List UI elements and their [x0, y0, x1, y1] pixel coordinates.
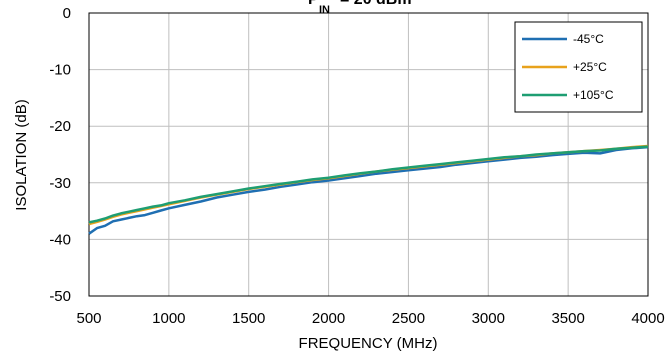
- chart-title-rest: = 20 dBm: [340, 0, 412, 8]
- tick-labels: 500 1000 1500 2000 2500 3000 3500 4000 0 -10 -20 -3…: [49, 5, 664, 327]
- y-tick-label: -20: [49, 118, 71, 135]
- plot-frame: [88, 12, 649, 297]
- series-line-0: [88, 145, 649, 235]
- y-axis-label: ISOLATION (dB): [13, 99, 30, 210]
- y-tick-label: -10: [49, 62, 71, 79]
- legend: -45°C +25°C +105°C: [514, 21, 643, 113]
- x-axis-label: FREQUENCY (MHz): [299, 335, 438, 352]
- series-line-2: [88, 145, 649, 224]
- chart-title-p: P: [308, 0, 319, 8]
- x-tick-label: 3500: [551, 310, 584, 327]
- x-tick-label: 1500: [232, 310, 265, 327]
- x-tick-label: 1000: [152, 310, 185, 327]
- y-tick-label: -30: [49, 175, 71, 192]
- x-tick-label: 2000: [312, 310, 345, 327]
- chart-title-subscript: IN: [319, 4, 330, 16]
- x-tick-label: 2500: [392, 310, 425, 327]
- series-line-1: [88, 144, 649, 226]
- legend-label-2: +105°C: [573, 88, 614, 102]
- legend-items: -45°C +25°C +105°C: [522, 32, 614, 102]
- y-tick-label: 0: [63, 5, 71, 22]
- series-lines: [88, 144, 649, 235]
- y-tick-label: -40: [49, 231, 71, 248]
- y-tick-label: -50: [49, 288, 71, 305]
- legend-label-0: -45°C: [573, 32, 604, 46]
- x-tick-label: 3000: [472, 310, 505, 327]
- x-tick-label: 500: [76, 310, 101, 327]
- legend-label-1: +25°C: [573, 60, 607, 74]
- x-tick-label: 4000: [631, 310, 664, 327]
